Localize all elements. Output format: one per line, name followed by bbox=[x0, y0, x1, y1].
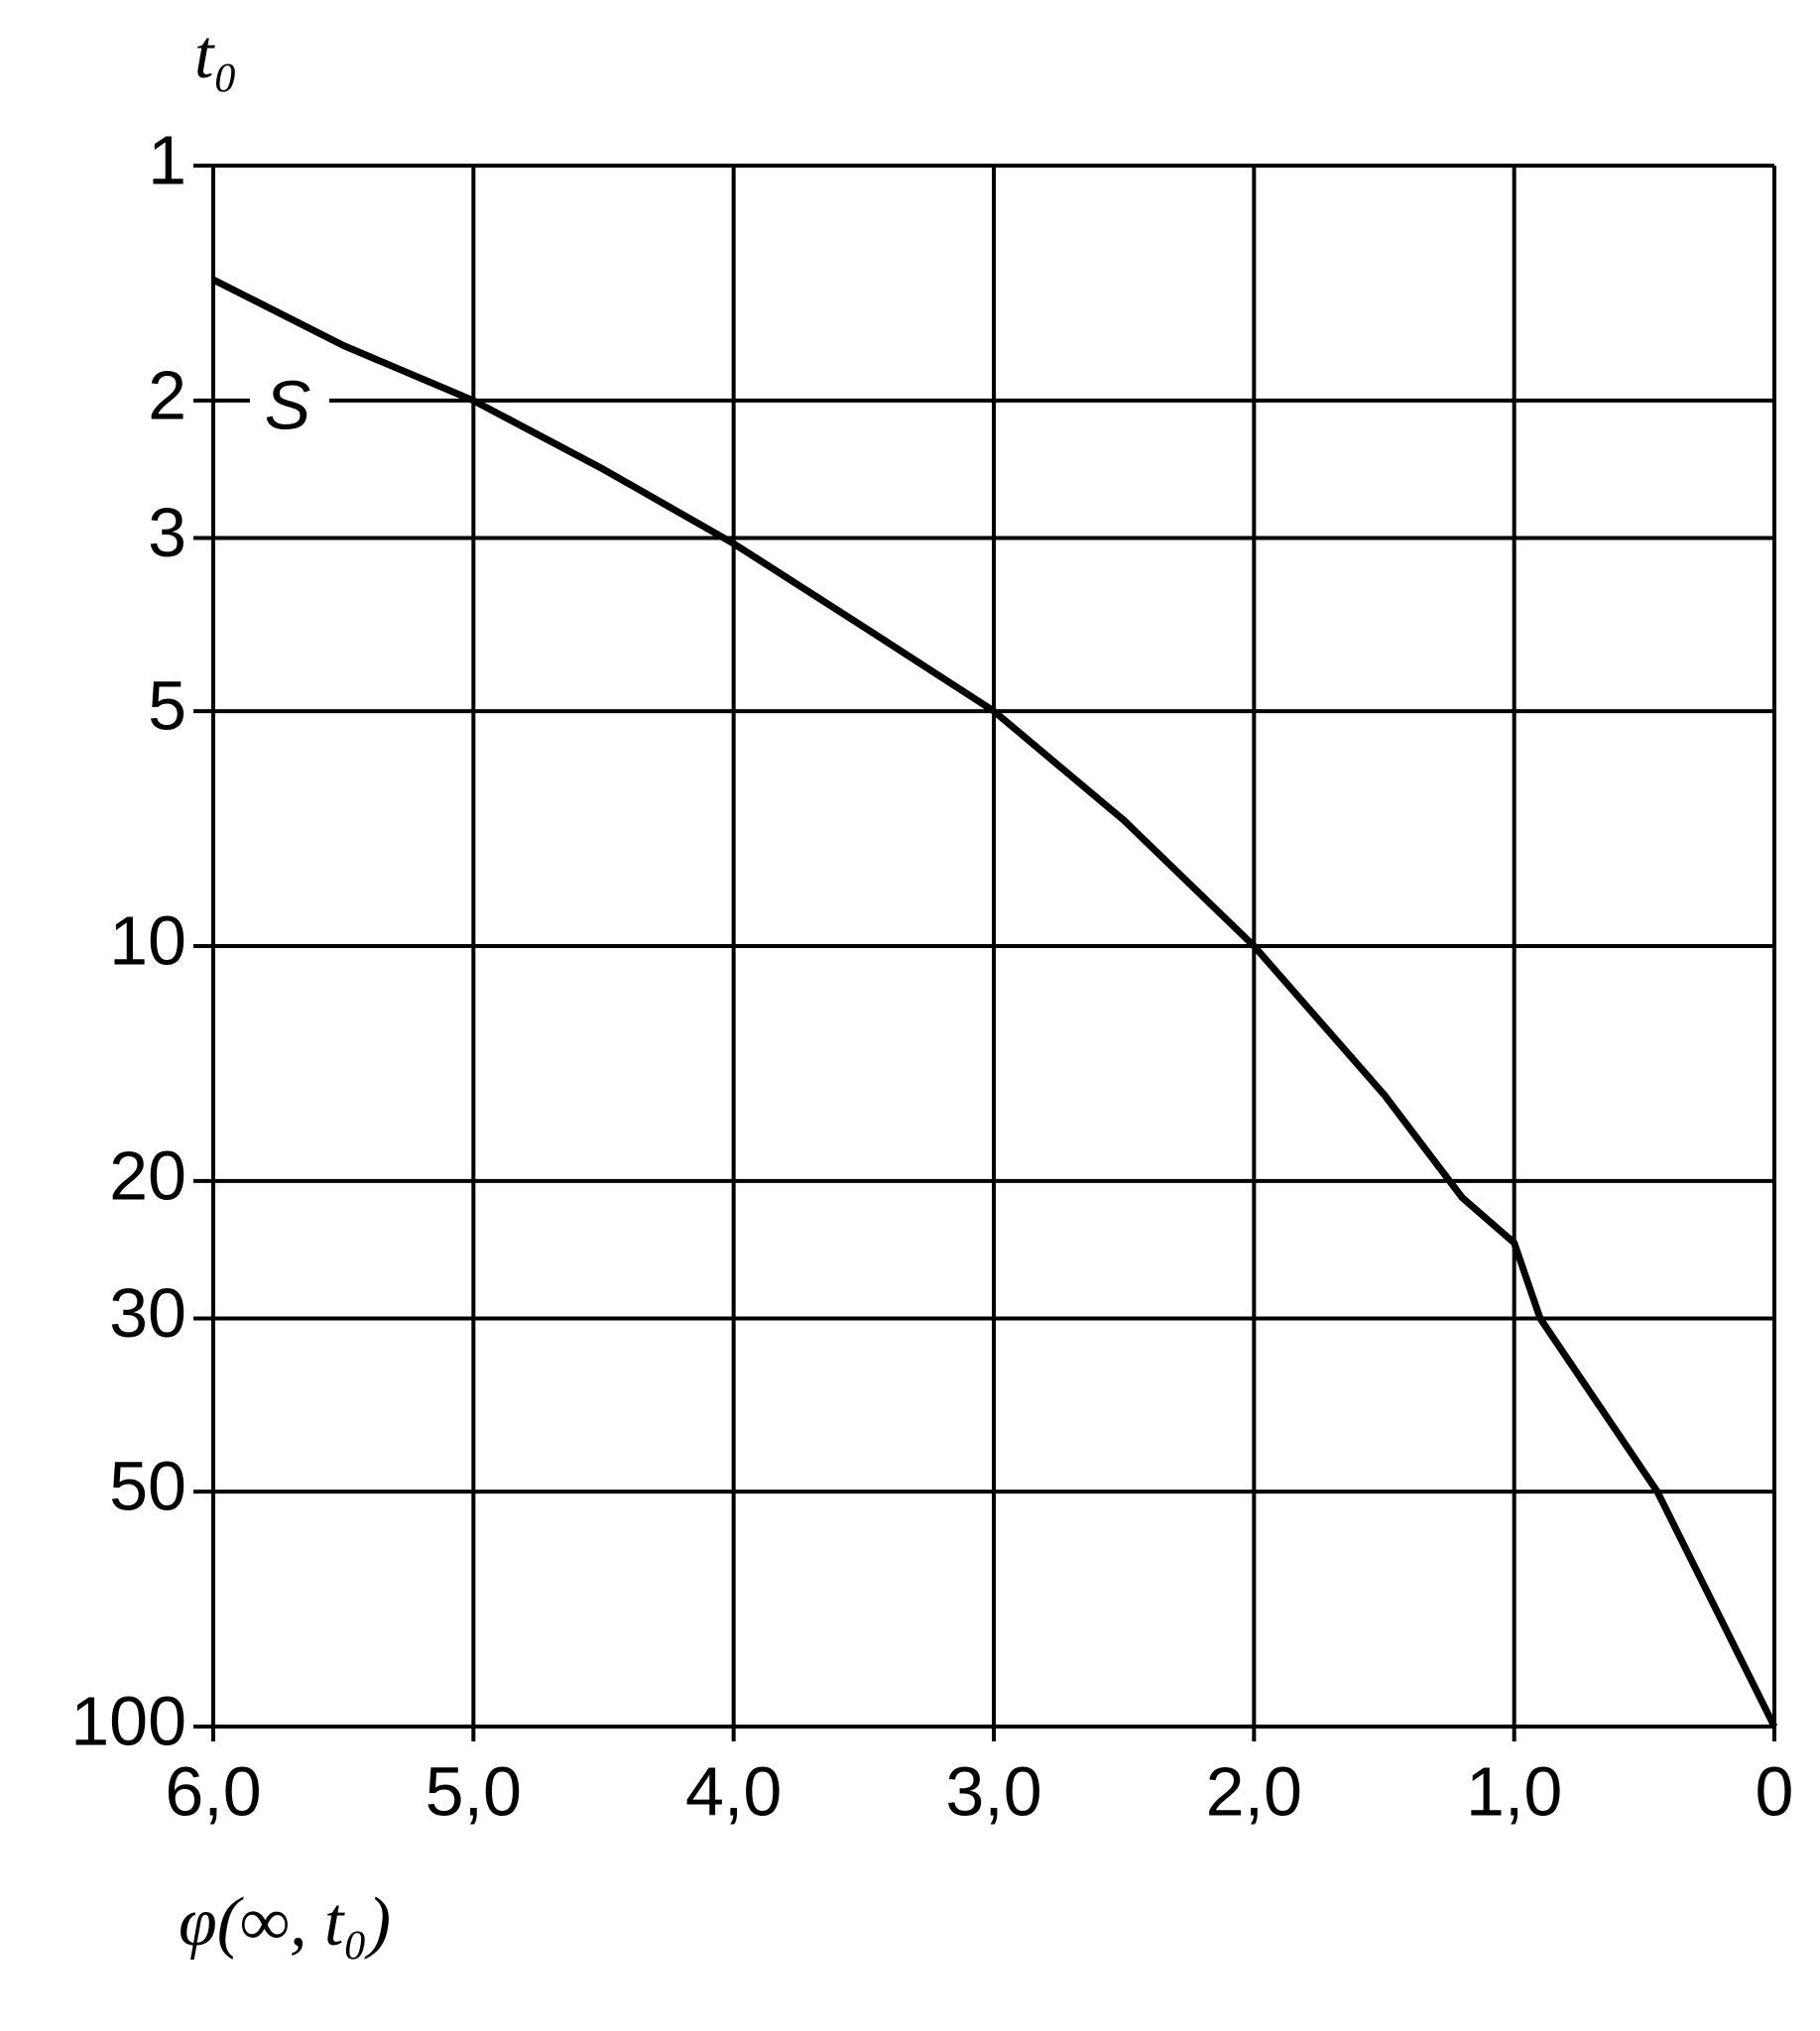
x-tick-label: 0 bbox=[1756, 1752, 1794, 1830]
x-tick-label: 2,0 bbox=[1206, 1752, 1302, 1830]
x-axis-label: φ(∞, t₀) bbox=[179, 1884, 391, 1961]
y-tick-label: 3 bbox=[148, 494, 186, 571]
y-axis-label: t₀ bbox=[194, 17, 238, 93]
y-tick-label: 10 bbox=[109, 901, 186, 979]
y-tick-label: 20 bbox=[109, 1136, 186, 1214]
x-tick-label: 5,0 bbox=[425, 1752, 522, 1830]
x-tick-label: 1,0 bbox=[1466, 1752, 1562, 1830]
label-background bbox=[250, 357, 329, 456]
x-tick-label: 4,0 bbox=[685, 1752, 782, 1830]
curve-label: S bbox=[265, 366, 311, 443]
curve bbox=[211, 276, 1778, 1729]
x-tick-label: 3,0 bbox=[945, 1752, 1041, 1830]
y-tick-label: 100 bbox=[70, 1682, 186, 1759]
y-tick-label: 30 bbox=[109, 1274, 186, 1352]
y-tick-label: 50 bbox=[109, 1448, 186, 1525]
x-tick-label: 6,0 bbox=[165, 1752, 261, 1830]
y-tick-label: 1 bbox=[148, 121, 186, 198]
y-tick-label: 2 bbox=[148, 356, 186, 433]
y-tick-label: 5 bbox=[148, 667, 186, 745]
